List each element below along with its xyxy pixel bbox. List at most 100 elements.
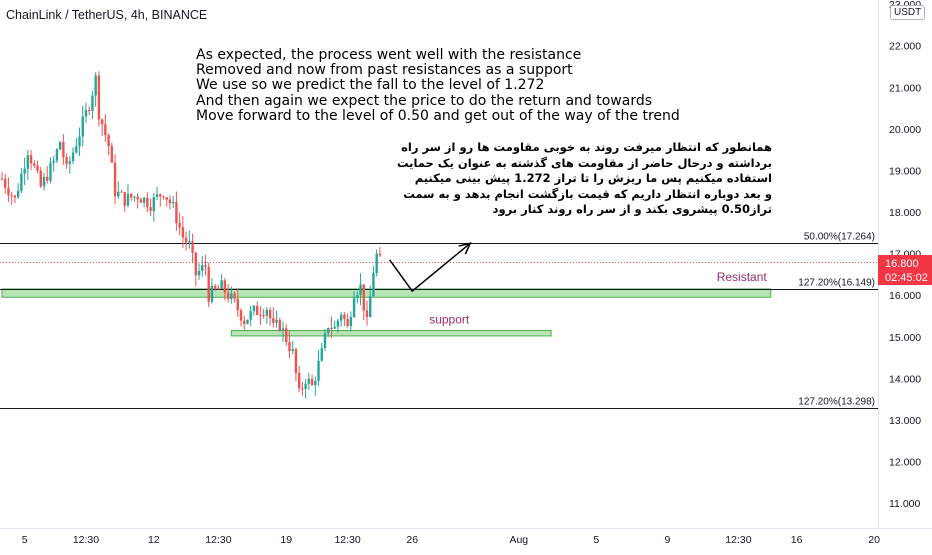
candle [168,195,172,210]
candle-body [117,191,120,197]
candle-body [149,207,152,211]
x-tick-label: 5 [593,534,599,546]
candle-body [146,197,149,208]
candle-body [349,317,353,327]
candle-body [20,173,23,191]
candle-body [88,110,91,112]
candle-body [171,201,175,204]
candle [349,311,353,332]
candle-body [252,305,256,312]
candle [171,195,175,209]
candle [268,307,272,326]
candle-body [333,326,336,329]
candle [346,313,349,328]
candle [149,198,152,217]
candle-body [165,197,168,200]
persian-note-line: تراز0.50 پیشروی بکند و از سر راه روند کن… [492,202,772,216]
candle [23,157,26,186]
candle [230,286,233,304]
candle-body [246,319,249,324]
candle [197,263,201,280]
candle [29,150,33,170]
candle-body [213,285,217,289]
candle [81,105,84,147]
candle [288,331,291,359]
candle [178,212,181,236]
x-tick-label: 5 [22,534,28,546]
candle [356,291,359,304]
candle [365,300,369,326]
candle [181,216,185,248]
candle [49,157,52,184]
candle-body [33,163,36,166]
candle-body [375,253,378,274]
candle-body [0,178,4,180]
english-note-line: We use so we predict the fall to the lev… [196,77,545,94]
zone-layer [1,288,772,337]
candle-body [259,314,262,316]
x-tick-label: 12:30 [205,534,231,546]
candle [58,141,62,151]
candle [294,347,298,382]
candle [159,193,162,207]
candle [39,166,42,189]
candle-body [71,152,75,162]
candle [259,306,262,326]
english-note: As expected, the process went well with … [196,47,680,124]
candle-body [197,270,201,276]
candle [226,284,230,303]
candle-body [362,284,365,311]
candle-body [178,223,181,228]
time-axis[interactable] [0,528,932,550]
candle [0,172,4,181]
candle [339,311,343,327]
candle [113,154,117,205]
candle [68,156,72,174]
candle [191,233,194,263]
candle [204,254,207,276]
candle-body [162,196,165,198]
candle [65,153,68,169]
currency-badge[interactable]: USDT [890,5,926,20]
candle-body [23,168,26,174]
candle-body [78,136,81,147]
candle-body [226,292,230,300]
candle-body [26,155,30,169]
candle-body [356,294,359,299]
symbol-title[interactable]: ChainLink / TetherUS, 4h, BINANCE [6,8,208,22]
persian-note: همانطور که انتظار میرفت روند به خوبی مقا… [397,140,772,218]
candle [285,324,288,346]
candle-body [294,349,298,373]
english-note-line: Move forward to the level of 0.50 and ge… [196,107,680,124]
candle [236,288,239,317]
candle-body [207,266,210,302]
candle-body [378,253,382,256]
candle-body [75,146,78,153]
candle [62,134,65,165]
candle [175,191,178,231]
candle [46,166,49,184]
candle-body [369,296,372,318]
current-price-tag: 16.800 02:45:02 [878,255,932,285]
candle [10,191,13,205]
candle [223,278,227,301]
candle-body [100,119,104,125]
candle-body [327,328,330,334]
candle [120,189,123,193]
english-note-line: Removed and now from past resistances as… [196,62,573,79]
candle [239,308,243,327]
zone-label-1: support [429,313,470,327]
candle [162,195,165,200]
candle [210,278,214,304]
candle [91,91,94,119]
candle-body [220,280,223,289]
candle [262,308,265,319]
candle [4,173,7,194]
x-tick-label: 20 [868,534,880,546]
candle-body [255,305,259,315]
candle [297,365,301,393]
candle-body [68,161,72,164]
candle [291,340,294,355]
x-tick-label: 12:30 [73,534,99,546]
